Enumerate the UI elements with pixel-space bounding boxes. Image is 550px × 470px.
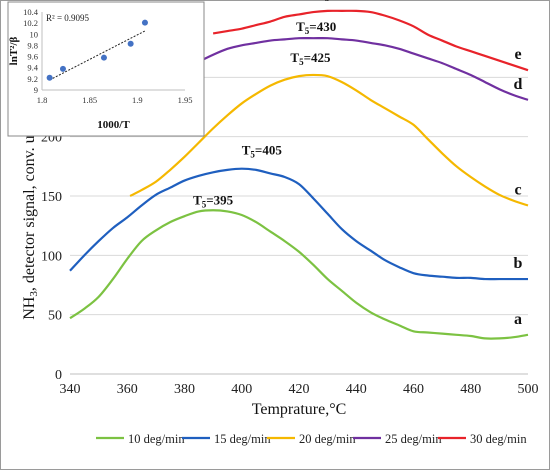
- series-line-e: [212, 9, 529, 72]
- inset-data-point: [141, 19, 148, 26]
- inset-x-tick-label: 1.85: [82, 95, 97, 105]
- inset-y-tick-label: 9.8: [27, 40, 38, 50]
- legend-label: 30 deg/min: [470, 432, 527, 446]
- legend-label: 25 deg/min: [385, 432, 442, 446]
- inset-trendline: [49, 30, 146, 81]
- x-tick-label: 500: [518, 382, 539, 397]
- legend-label: 10 deg/min: [128, 432, 185, 446]
- inset-x-tick-label: 1.9: [132, 95, 143, 105]
- x-tick-label: 480: [460, 382, 481, 397]
- x-tick-label: 420: [289, 382, 310, 397]
- peak-annotation: T5=435: [316, 0, 357, 3]
- x-axis-title: Temprature,°C: [252, 401, 347, 418]
- x-tick-label: 440: [346, 382, 367, 397]
- series-letter-label: c: [514, 181, 521, 198]
- inset-x-tick-label: 1.8: [37, 95, 48, 105]
- inset-y-tick-label: 9.2: [27, 74, 38, 84]
- x-tick-label: 340: [60, 382, 81, 397]
- inset-data-point: [100, 54, 107, 61]
- x-tick-labels: 340 360 380 400 420 440 460 480 500: [60, 382, 539, 397]
- inset-y-axis-title: lnТ²/β: [8, 36, 20, 65]
- inset-y-tick-label: 9.4: [27, 63, 38, 73]
- inset-x-tick-label: 1.95: [178, 95, 193, 105]
- y-tick-label: 100: [41, 249, 62, 264]
- x-tick-label: 380: [174, 382, 195, 397]
- inset-r-squared: R² = 0.9095: [46, 13, 90, 23]
- inset-data-point: [127, 40, 134, 47]
- inset-y-tick-label: 10: [30, 29, 39, 39]
- inset-data-point: [59, 65, 66, 72]
- y-axis-title: NH3, detector signal, conv. units: [21, 112, 40, 320]
- peak-annotation: T5=405: [242, 142, 283, 159]
- series-letter-label: a: [514, 311, 522, 328]
- series-line-d: [186, 36, 529, 101]
- x-tick-label: 460: [403, 382, 424, 397]
- x-tick-label: 360: [117, 382, 138, 397]
- series-letter-label: d: [514, 76, 523, 93]
- series-line-c: [129, 73, 529, 207]
- legend-label: 15 deg/min: [214, 432, 271, 446]
- legend: 10 deg/min 15 deg/min 20 deg/min 25 deg/min…: [96, 432, 527, 446]
- y-tick-label: 50: [48, 309, 62, 324]
- peak-annotation: T5=395: [193, 192, 234, 209]
- x-tick-label: 400: [231, 382, 252, 397]
- series-line-b: [69, 167, 528, 281]
- series-line-a: [69, 209, 529, 340]
- legend-label: 20 deg/min: [299, 432, 356, 446]
- inset-y-tick-label: 9: [34, 85, 38, 95]
- peak-annotation: T5=430: [296, 19, 336, 36]
- inset-y-tick-label: 10.4: [23, 7, 39, 17]
- inset-y-tick-label: 10.2: [23, 18, 38, 28]
- inset-data-point: [46, 74, 53, 81]
- series-letter-label: b: [514, 255, 523, 272]
- inset-frame: [7, 1, 205, 137]
- inset-y-tick-label: 9.6: [27, 52, 38, 62]
- series-letter-label: e: [514, 46, 521, 63]
- peak-annotation: T5=425: [290, 50, 331, 67]
- inset-x-axis-title: 1000/T: [97, 119, 130, 131]
- y-tick-label: 0: [55, 368, 62, 383]
- y-tick-label: 150: [41, 190, 62, 205]
